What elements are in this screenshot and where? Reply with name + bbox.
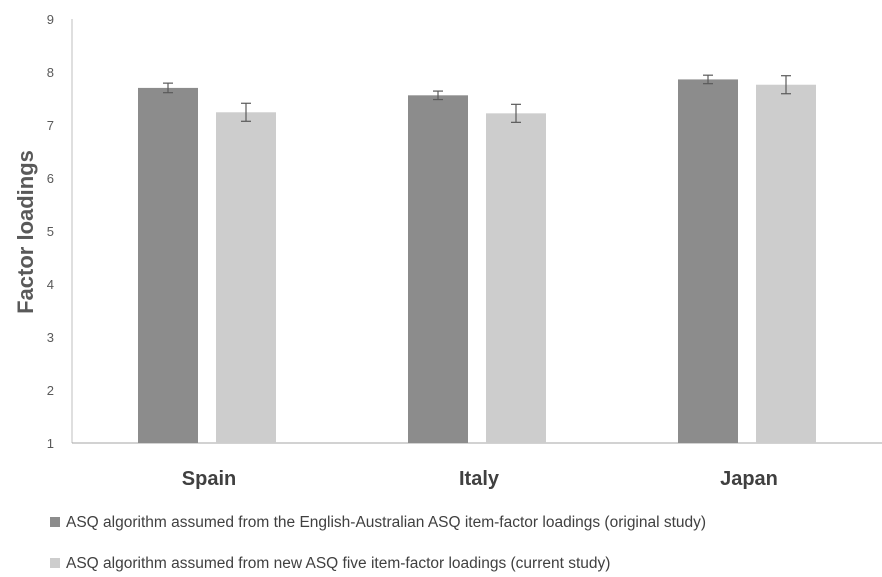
y-tick-label: 8 <box>47 65 54 80</box>
y-axis-label: Factor loadings <box>13 150 38 314</box>
bar-series-1-japan <box>678 79 738 444</box>
y-tick-label: 9 <box>47 12 54 27</box>
legend-label-original-study: ASQ algorithm assumed from the English-A… <box>66 514 707 531</box>
legend-item-current-study: ASQ algorithm assumed from new ASQ five … <box>50 555 610 573</box>
error-bar <box>163 82 173 94</box>
category-label-spain: Spain <box>182 468 236 490</box>
y-tick-label: 5 <box>47 224 54 239</box>
error-bar <box>703 74 713 85</box>
error-bar <box>433 90 443 101</box>
legend-item-original-study: ASQ algorithm assumed from the English-A… <box>50 514 706 532</box>
category-label-japan: Japan <box>720 468 778 490</box>
bar-series-2-italy <box>486 113 546 443</box>
legend-label-current-study: ASQ algorithm assumed from new ASQ five … <box>66 555 611 572</box>
error-bar <box>781 75 791 95</box>
legend-swatch-current-study <box>50 558 60 568</box>
y-tick-label: 7 <box>47 118 54 133</box>
y-tick-label: 2 <box>47 383 54 398</box>
bar-series-1-italy <box>408 95 468 443</box>
bar-series-2-spain <box>216 112 276 443</box>
legend-swatch-original-study <box>50 517 60 527</box>
bar-series-1-spain <box>138 87 198 444</box>
error-bar <box>511 103 521 123</box>
y-tick-label: 4 <box>47 277 54 292</box>
error-bar <box>241 102 251 122</box>
y-tick-label: 3 <box>47 330 54 345</box>
y-tick-label: 6 <box>47 171 54 186</box>
category-label-italy: Italy <box>459 468 500 490</box>
bar-series-2-japan <box>756 84 816 443</box>
y-tick-label: 1 <box>47 436 54 451</box>
